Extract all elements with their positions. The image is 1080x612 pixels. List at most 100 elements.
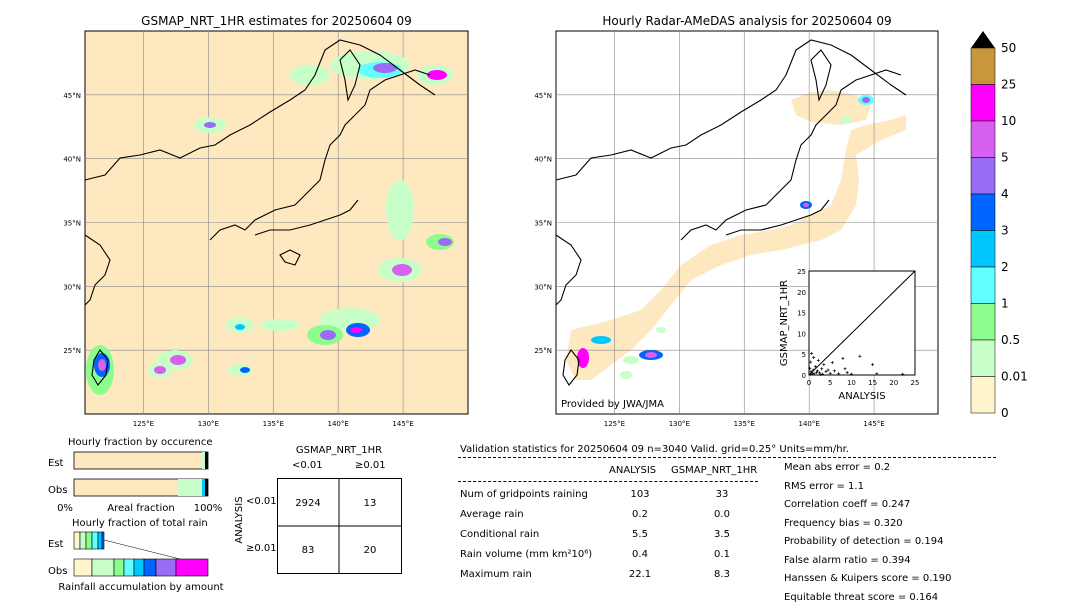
scatter-point [832, 369, 836, 373]
left-rain-patch [438, 238, 452, 246]
occurrence-obs-seg-3 [205, 479, 208, 496]
validation-score: Correlation coeff = 0.247 [784, 499, 911, 510]
provider-annotation: Provided by JWA/JMA [561, 399, 664, 410]
contingency-col-1: ≥0.01 [355, 460, 386, 471]
validation-row-label: Conditional rain [460, 529, 540, 540]
left-rain-patch [290, 65, 330, 85]
right-rain-patch [577, 348, 589, 368]
right-lat-tick: 45°N [534, 92, 552, 100]
scatter-xtick: 5 [828, 379, 832, 387]
validation-row-analysis: 103 [630, 489, 650, 500]
left-lat-tick: 25°N [63, 347, 81, 355]
colorbar-label: 1 [1001, 297, 1009, 311]
scatter-inset: 00 5 5 10 10 15 15 20 20 25 25 ANALYSIS GSMAP_NRT_… [779, 268, 919, 402]
left-lon-tick: 145°E [392, 420, 413, 428]
scatter-xtick: 10 [847, 379, 856, 387]
validation-score: RMS error = 1.1 [784, 480, 864, 492]
scatter-ytick: 20 [797, 289, 806, 297]
right-lat-tick: 30°N [534, 283, 552, 291]
colorbar-label: 2 [1001, 260, 1009, 274]
colorbar-cell [970, 303, 996, 341]
colorbar-cell [970, 120, 996, 158]
validation-col-gsmap: GSMAP_NRT_1HR [671, 465, 758, 476]
left-rain-patch [98, 359, 106, 371]
right-rain-patch [656, 327, 666, 333]
colorbar-label: 25 [1001, 78, 1016, 92]
validation-score: Mean abs error = 0.2 [784, 462, 891, 473]
validation-divider-2 [458, 481, 758, 482]
scatter-point [871, 363, 875, 367]
occurrence-xtick-0: 0% [57, 503, 73, 514]
scatter-point [815, 371, 819, 375]
validation-score: Probability of detection = 0.194 [784, 536, 944, 547]
scatter-xtick: 20 [889, 379, 898, 387]
scatter-ytick: 25 [797, 268, 806, 276]
colorbar-label: 0.01 [1001, 370, 1028, 384]
occurrence-chart: Est Obs 0% Areal fraction 100% [48, 451, 223, 514]
left-rain-patch [260, 319, 300, 331]
scatter-point [826, 368, 830, 372]
colorbar-arrow [971, 31, 995, 48]
validation-score: Hanssen & Kuipers score = 0.190 [784, 573, 952, 584]
right-lon-tick: 145°E [863, 420, 884, 428]
occurrence-title: Hourly fraction by occurence [68, 437, 213, 448]
contingency-cell-01: 13 [364, 498, 377, 509]
total-rain-xlabel: Rainfall accumulation by amount [58, 582, 223, 593]
scatter-ylabel: GSMAP_NRT_1HR [779, 280, 790, 366]
validation-row-analysis: 22.1 [628, 569, 652, 580]
validation-row-label: Num of gridpoints raining [460, 489, 588, 500]
validation-row-gsmap: 3.5 [714, 529, 730, 540]
occurrence-obs-label: Obs [48, 485, 67, 496]
right-rain-patch [623, 356, 639, 364]
scatter-point [822, 363, 826, 367]
left-coastline [84, 39, 436, 386]
left-map-title: GSMAP_NRT_1HR estimates for 20250604 09 [141, 14, 412, 28]
scatter-point [812, 356, 816, 360]
validation-row-label: Average rain [460, 509, 524, 520]
scatter-ytick: 0 [802, 372, 806, 380]
right-rain-patch [645, 352, 657, 358]
scatter-point [820, 367, 824, 371]
scatter-point [828, 371, 832, 375]
scatter-point [815, 369, 819, 373]
scatter-point [813, 365, 817, 369]
scatter-ytick: 5 [802, 351, 806, 359]
colorbar-cell [970, 339, 996, 377]
analysis-coverage-north [791, 90, 871, 125]
contingency-cell-10: 83 [302, 545, 315, 556]
validation-header: Validation statistics for 20250604 09 n=… [460, 444, 849, 455]
colorbar-cell [970, 47, 996, 85]
colorbar-label: 0.5 [1001, 333, 1020, 347]
occurrence-xtick-1: 100% [194, 503, 223, 514]
left-lon-tick: 140°E [328, 420, 349, 428]
validation-row-gsmap: 0.0 [714, 509, 730, 520]
colorbar-label: 3 [1001, 224, 1009, 238]
left-lat-tick: 40°N [63, 156, 81, 164]
colorbar-label: 5 [1001, 151, 1009, 165]
left-lat-tick: 30°N [63, 283, 81, 291]
occurrence-xlabel: Areal fraction [107, 503, 174, 514]
scatter-ytick: 10 [797, 330, 806, 338]
left-lon-tick: 125°E [133, 420, 154, 428]
contingency-title: GSMAP_NRT_1HR [295, 445, 383, 456]
colorbar-cell [970, 266, 996, 304]
right-map-title: Hourly Radar-AMeDAS analysis for 2025060… [602, 14, 892, 28]
occurrence-est-label: Est [48, 458, 64, 469]
left-rain-patch [154, 366, 166, 374]
occurrence-est-seg-1 [202, 452, 205, 469]
colorbar-label: 4 [1001, 187, 1009, 201]
contingency-grid: 2924 13 83 20 [277, 478, 402, 574]
right-lat-tick: 25°N [534, 347, 552, 355]
scatter-xlabel: ANALYSIS [838, 391, 885, 402]
colorbar-label: 10 [1001, 114, 1016, 128]
right-coastline [555, 39, 907, 386]
left-lat-tick: 35°N [63, 220, 81, 228]
right-rain-patch [591, 336, 611, 344]
scatter-point [809, 360, 813, 364]
scatter-point [837, 372, 841, 376]
left-rain-patch [350, 327, 362, 333]
left-rain-patch [373, 63, 397, 73]
scatter-point [843, 367, 847, 371]
scatter-point [845, 371, 849, 375]
right-rain-patch [803, 203, 809, 207]
